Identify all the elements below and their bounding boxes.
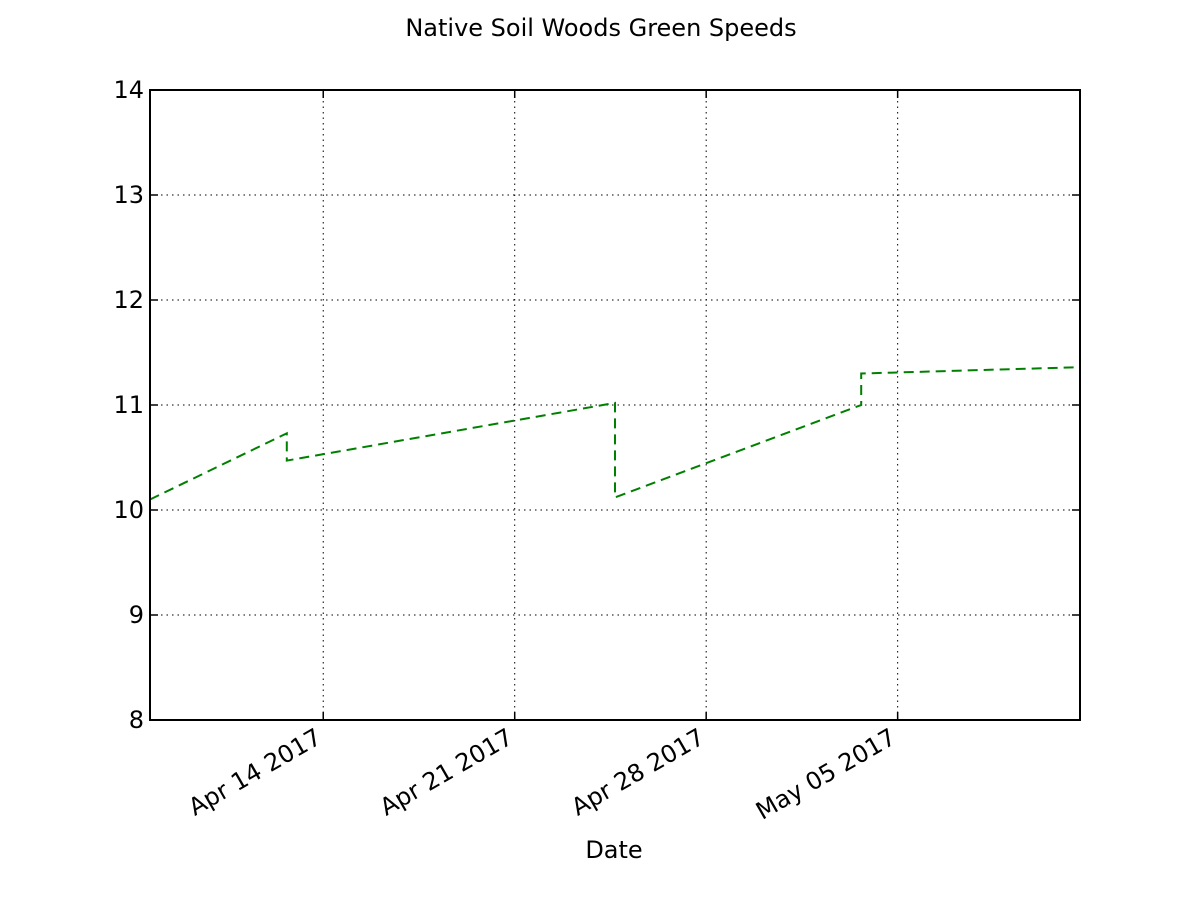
chart-title: Native Soil Woods Green Speeds [405, 14, 796, 42]
x-tick-label: May 05 2017 [751, 723, 901, 825]
x-tick-label: Apr 21 2017 [375, 723, 518, 821]
grid-lines [150, 90, 1080, 720]
x-tick-label: Apr 28 2017 [567, 723, 710, 821]
y-tick-label: 14 [113, 76, 144, 104]
series-line [149, 366, 1081, 501]
y-axis: 8 9 10 11 12 13 14 [113, 76, 1080, 734]
series-layer [149, 366, 1081, 501]
x-axis-label: Date [585, 836, 642, 864]
y-tick-label: 8 [129, 706, 144, 734]
y-tick-label: 10 [113, 496, 144, 524]
y-tick-label: 13 [113, 181, 144, 209]
x-axis: Apr 14 2017 Apr 21 2017 Apr 28 2017 May 05 … [184, 90, 901, 825]
y-tick-label: 11 [113, 391, 144, 419]
x-tick-label: Apr 14 2017 [184, 723, 327, 821]
y-tick-label: 9 [129, 601, 144, 629]
y-tick-label: 12 [113, 286, 144, 314]
